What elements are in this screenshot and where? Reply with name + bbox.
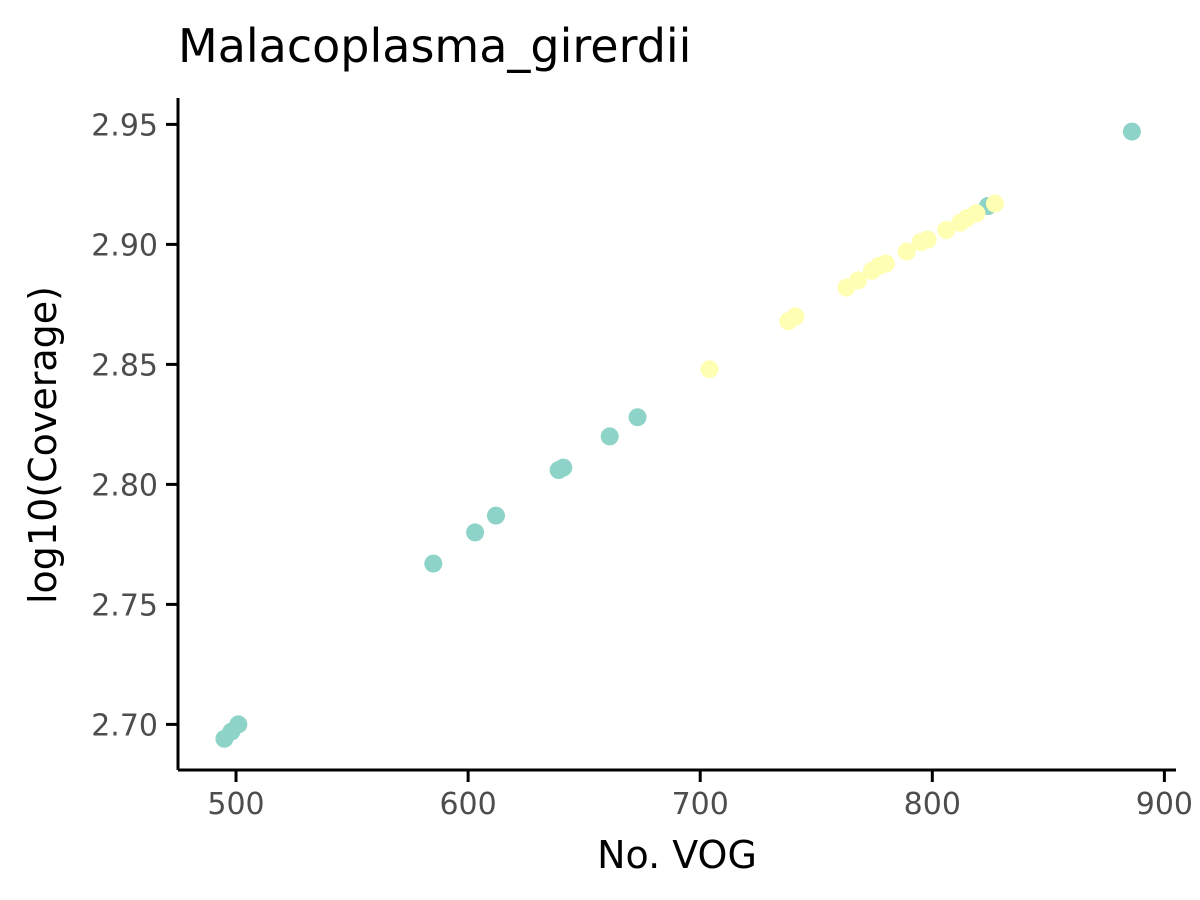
data-point bbox=[918, 230, 937, 249]
x-axis-ticks: 500 600 700 800 900 bbox=[207, 770, 1193, 822]
y-tick-label: 2.90 bbox=[91, 228, 158, 263]
x-axis-title: No. VOG bbox=[597, 833, 757, 877]
data-point bbox=[466, 523, 485, 542]
data-point bbox=[554, 458, 573, 477]
plot-points bbox=[215, 122, 1141, 748]
data-point bbox=[424, 554, 443, 573]
data-point bbox=[1122, 122, 1141, 141]
data-point bbox=[849, 271, 868, 290]
y-tick-label: 2.75 bbox=[91, 588, 158, 623]
data-point bbox=[876, 254, 895, 273]
y-tick-label: 2.70 bbox=[91, 708, 158, 743]
data-point bbox=[937, 221, 956, 239]
data-point bbox=[967, 204, 986, 223]
data-point bbox=[786, 307, 805, 326]
data-point bbox=[600, 427, 619, 446]
y-tick-label: 2.80 bbox=[91, 468, 158, 503]
data-point bbox=[700, 360, 719, 379]
data-point bbox=[229, 715, 248, 734]
y-tick-label: 2.85 bbox=[91, 348, 158, 383]
chart-title: Malacoplasma_girerdii bbox=[178, 19, 691, 73]
y-tick-label: 2.95 bbox=[91, 108, 158, 143]
data-point bbox=[628, 408, 647, 427]
y-axis-title: log10(Coverage) bbox=[21, 286, 65, 604]
x-tick-label: 700 bbox=[672, 787, 729, 822]
x-tick-label: 800 bbox=[904, 787, 961, 822]
data-point bbox=[985, 194, 1004, 213]
data-point bbox=[486, 506, 505, 525]
x-tick-label: 600 bbox=[439, 787, 496, 822]
data-point bbox=[897, 242, 916, 261]
x-tick-label: 500 bbox=[207, 787, 264, 822]
y-axis-ticks: 2.70 2.75 2.80 2.85 2.90 2.95 bbox=[91, 108, 178, 743]
x-tick-label: 900 bbox=[1136, 787, 1193, 822]
